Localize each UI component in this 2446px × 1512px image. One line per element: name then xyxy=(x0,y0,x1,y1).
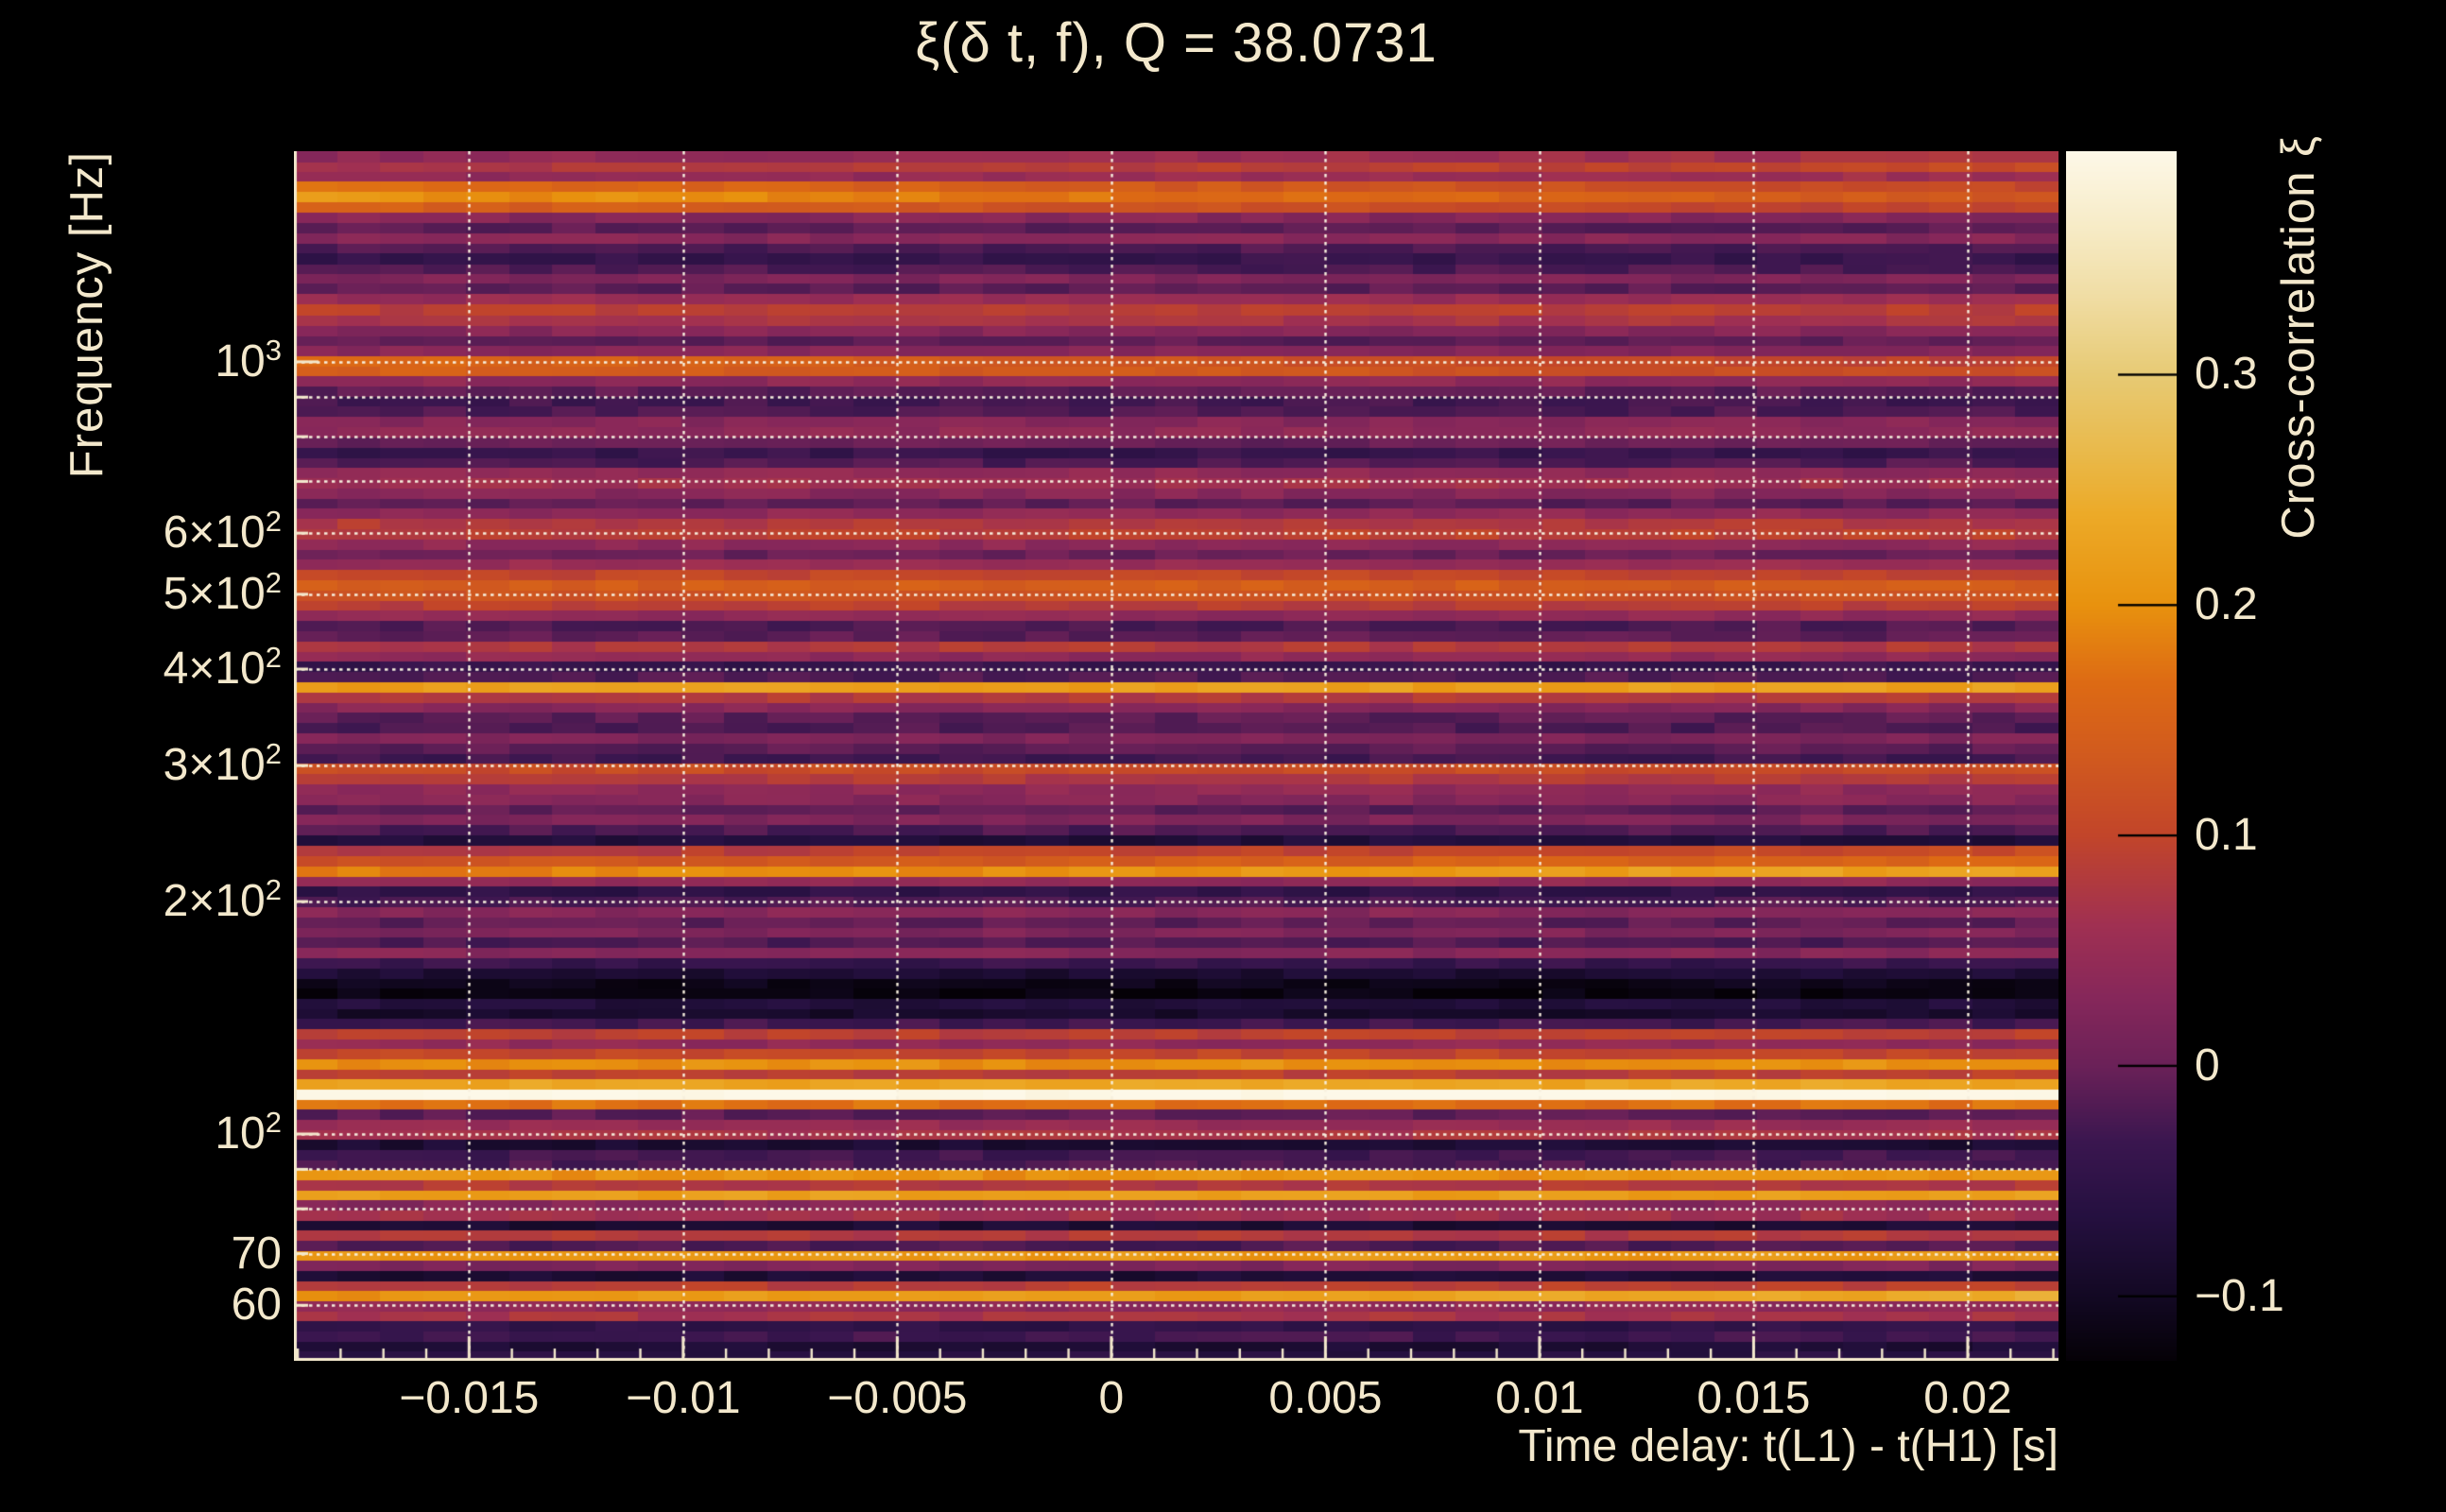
colorbar-tick-label: −0.1 xyxy=(2195,1270,2284,1321)
y-tick-label: 3×102 xyxy=(163,737,282,791)
colorbar-tick-label: 0.2 xyxy=(2195,579,2258,630)
colorbar-tick-label: 0.3 xyxy=(2195,349,2258,400)
colorbar-tick-label: 0 xyxy=(2195,1040,2220,1091)
colorbar-title-text: Cross-correlation ξ xyxy=(2273,135,2324,540)
y-tick-label: 6×102 xyxy=(163,505,282,558)
x-tick-label: 0 xyxy=(1098,1373,1125,1423)
colorbar xyxy=(2066,151,2177,1361)
plot-title: ξ(δ t, f), Q = 38.0731 xyxy=(915,12,1438,74)
y-axis-title-text: Frequency [Hz] xyxy=(61,151,112,479)
x-tick-label: −0.015 xyxy=(399,1373,540,1423)
colorbar-tick-label: 0.1 xyxy=(2195,810,2258,861)
x-axis-title: Time delay: t(L1) - t(H1) [s] xyxy=(1518,1421,2058,1471)
colorbar-title: Cross-correlation ξ xyxy=(2272,135,2325,608)
x-tick-label: −0.005 xyxy=(827,1373,968,1423)
y-tick-label: 102 xyxy=(215,1106,282,1159)
y-tick-label: 4×102 xyxy=(163,641,282,695)
y-tick-label: 2×102 xyxy=(163,873,282,927)
y-axis-title: Frequency [Hz] xyxy=(60,151,113,563)
y-tick-label: 5×102 xyxy=(163,565,282,619)
x-tick-label: 0.02 xyxy=(1923,1373,2012,1423)
heatmap-canvas xyxy=(294,151,2058,1361)
y-tick-label: 103 xyxy=(215,333,282,387)
x-tick-label: 0.01 xyxy=(1495,1373,1584,1423)
y-tick-label: 70 xyxy=(231,1228,282,1279)
x-tick-label: −0.01 xyxy=(626,1373,741,1423)
y-tick-label: 60 xyxy=(231,1280,282,1331)
x-tick-label: 0.005 xyxy=(1268,1373,1383,1423)
x-tick-label: 0.015 xyxy=(1697,1373,1811,1423)
